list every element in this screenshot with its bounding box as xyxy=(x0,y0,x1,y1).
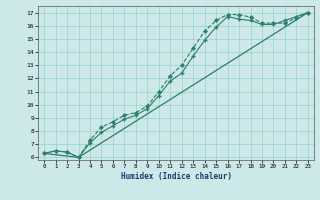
X-axis label: Humidex (Indice chaleur): Humidex (Indice chaleur) xyxy=(121,172,231,181)
